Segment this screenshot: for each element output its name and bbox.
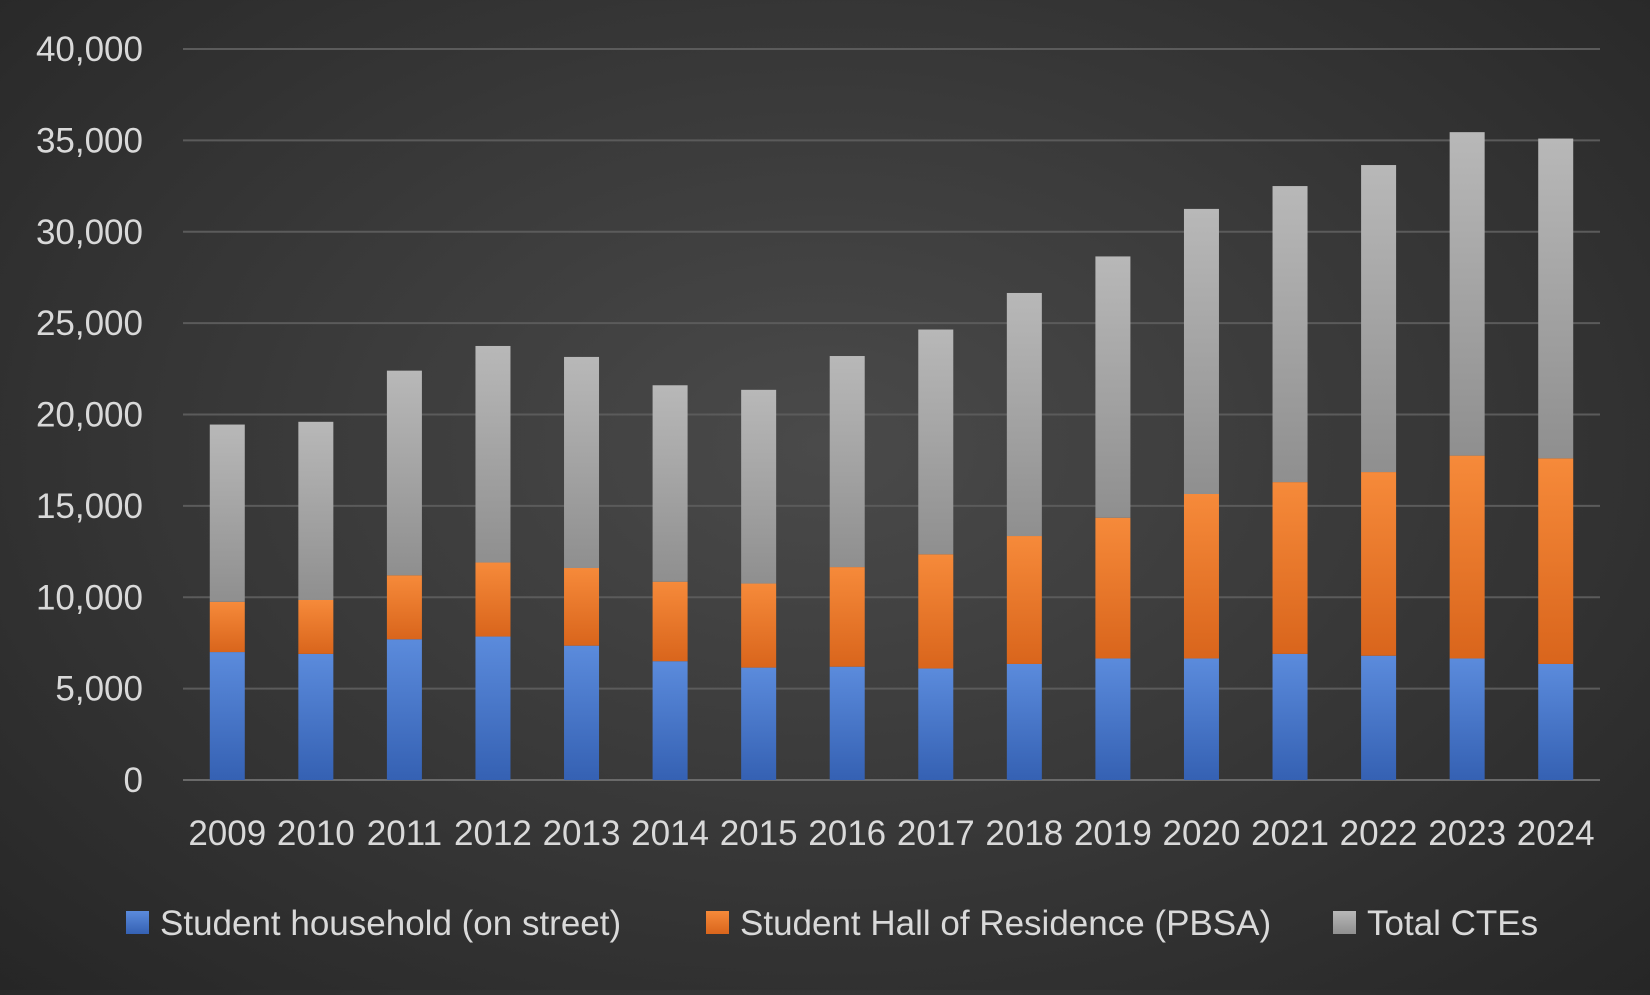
bar-2009-series-1 [209, 601, 245, 653]
bar-2018-series-0 [1006, 663, 1042, 780]
y-tick-label: 25,000 [36, 304, 143, 343]
bar-2021-series-2 [1272, 186, 1308, 483]
bar-2011-series-2 [386, 370, 422, 576]
bar-2017-series-1 [918, 554, 954, 669]
bar-2024-series-1 [1538, 458, 1574, 664]
bar-2012-series-0 [475, 636, 511, 780]
legend-label-1: Student Hall of Residence (PBSA) [740, 904, 1271, 943]
bar-2016-series-1 [829, 567, 865, 667]
x-tick-label: 2014 [631, 814, 709, 853]
bar-2013-series-1 [564, 568, 600, 646]
bar-2012-series-1 [475, 562, 511, 637]
x-tick-label: 2020 [1163, 814, 1241, 853]
y-tick-label: 10,000 [36, 578, 143, 617]
bar-2013-series-2 [564, 356, 600, 569]
bar-2015-series-1 [741, 583, 777, 668]
y-axis-ticks: 0 5,000 10,000 15,000 20,000 25,000 30,000 35,0… [36, 30, 143, 800]
bar-2010-series-2 [298, 421, 334, 600]
bar-2022-series-0 [1361, 655, 1397, 780]
y-tick-label: 20,000 [36, 396, 143, 435]
bar-2022-series-2 [1361, 165, 1397, 473]
x-tick-label: 2016 [808, 814, 886, 853]
bar-2009-series-0 [209, 652, 245, 780]
bar-2024-series-0 [1538, 663, 1574, 780]
bar-2013-series-0 [564, 645, 600, 780]
x-tick-label: 2023 [1428, 814, 1506, 853]
y-tick-label: 35,000 [36, 121, 143, 160]
bar-2018-series-2 [1006, 292, 1042, 537]
legend-swatch-1 [706, 911, 729, 934]
bar-2021-series-0 [1272, 653, 1308, 780]
x-tick-label: 2011 [367, 814, 442, 853]
x-tick-label: 2021 [1251, 814, 1329, 853]
y-tick-label: 5,000 [55, 670, 143, 709]
bar-2010-series-0 [298, 653, 334, 780]
bar-2016-series-2 [829, 356, 865, 568]
bar-2019-series-1 [1095, 517, 1131, 659]
x-tick-label: 2009 [188, 814, 266, 853]
bars [209, 132, 1574, 780]
x-tick-label: 2018 [985, 814, 1063, 853]
bar-2021-series-1 [1272, 482, 1308, 654]
bar-2014-series-2 [652, 385, 688, 582]
x-tick-label: 2024 [1517, 814, 1595, 853]
bar-2017-series-2 [918, 329, 954, 555]
bar-2020-series-0 [1183, 658, 1219, 780]
x-tick-label: 2013 [543, 814, 621, 853]
bar-2020-series-2 [1183, 208, 1219, 494]
bar-2016-series-0 [829, 666, 865, 780]
bar-2014-series-0 [652, 661, 688, 780]
bar-2015-series-2 [741, 389, 777, 584]
x-tick-label: 2017 [897, 814, 975, 853]
bar-2020-series-1 [1183, 493, 1219, 659]
legend: Student household (on street) Student Hal… [126, 904, 1538, 943]
bar-2023-series-0 [1449, 658, 1485, 780]
bar-2009-series-2 [209, 424, 245, 602]
x-axis-ticks: 2009 2010 2011 2012 2013 2014 2015 2016 2017 2018… [188, 814, 1594, 853]
y-tick-label: 30,000 [36, 213, 143, 252]
legend-label-0: Student household (on street) [160, 904, 621, 943]
x-tick-label: 2019 [1074, 814, 1152, 853]
legend-swatch-2 [1333, 911, 1356, 934]
bar-2011-series-0 [386, 639, 422, 780]
bar-2024-series-2 [1538, 138, 1574, 459]
bar-2022-series-1 [1361, 472, 1397, 656]
x-tick-label: 2015 [720, 814, 798, 853]
legend-swatch-0 [126, 911, 149, 934]
x-tick-label: 2010 [277, 814, 355, 853]
y-tick-label: 40,000 [36, 30, 143, 69]
bar-2011-series-1 [386, 575, 422, 640]
bar-2017-series-0 [918, 668, 954, 780]
legend-label-2: Total CTEs [1367, 904, 1538, 943]
x-tick-label: 2022 [1340, 814, 1418, 853]
bar-2023-series-2 [1449, 132, 1485, 456]
bar-2015-series-0 [741, 667, 777, 780]
bar-2018-series-1 [1006, 536, 1042, 664]
bar-2010-series-1 [298, 599, 334, 654]
bar-2012-series-2 [475, 345, 511, 563]
bar-2019-series-2 [1095, 256, 1131, 518]
bar-2023-series-1 [1449, 455, 1485, 659]
bar-2019-series-0 [1095, 658, 1131, 780]
y-tick-label: 15,000 [36, 487, 143, 526]
bar-2014-series-1 [652, 581, 688, 662]
y-tick-label: 0 [124, 761, 143, 800]
x-tick-label: 2012 [454, 814, 532, 853]
